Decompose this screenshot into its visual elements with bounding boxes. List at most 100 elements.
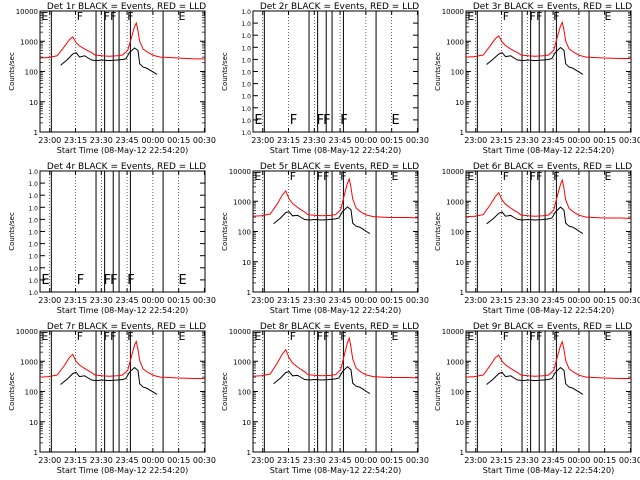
x-tick-label: 00:15: [593, 456, 616, 465]
x-tick-label: 00:30: [406, 296, 429, 305]
series-events: [486, 206, 584, 235]
x-tick-label: 23:15: [490, 136, 513, 145]
y-tick-label: 10000: [16, 8, 38, 16]
x-tick-label: 23:45: [542, 136, 565, 145]
axes-box: [39, 10, 206, 133]
y-tick-label: 1.0: [241, 118, 251, 125]
flag-letter: E: [41, 273, 49, 288]
y-tick-label: 1.0: [28, 266, 38, 273]
y-tick-label: 1.0: [28, 217, 38, 224]
panel-title: Det 9r BLACK = Events, RED = LLD: [473, 322, 632, 332]
y-tick-label: 1.0: [241, 33, 251, 40]
series-lld: [465, 340, 631, 379]
flag-letter: F: [317, 330, 323, 343]
axes-box: [465, 330, 632, 453]
x-axis-label: Start Time (08-May-12 22:54:20): [57, 306, 188, 315]
x-tick-label: 00:30: [406, 136, 429, 145]
y-tick-label: 1.0: [28, 193, 38, 200]
x-tick-label: 00:00: [354, 456, 377, 465]
x-tick-label: 00:15: [593, 136, 616, 145]
x-tick-label: 00:15: [593, 296, 616, 305]
flag-letter: F: [323, 113, 330, 128]
x-axis-label: Start Time (08-May-12 22:54:20): [270, 306, 401, 315]
y-tick-label: 10: [242, 419, 251, 427]
y-tick-label: 100: [451, 229, 464, 237]
y-tick-label: 1: [247, 449, 251, 457]
y-tick-label: 1.0: [28, 290, 38, 297]
y-tick-label: 1: [460, 129, 464, 137]
flag-letter: E: [179, 330, 186, 343]
y-tick-label: 1000: [446, 198, 464, 206]
y-tick-label: 1: [247, 289, 251, 297]
x-tick-label: 23:15: [64, 296, 87, 305]
x-tick-label: 00:00: [354, 296, 377, 305]
x-tick-label: 23:30: [303, 296, 326, 305]
axes-box: [39, 330, 206, 453]
x-tick-label: 23:45: [116, 136, 139, 145]
x-tick-label: 23:00: [38, 296, 61, 305]
x-axis-label: Start Time (08-May-12 22:54:20): [57, 466, 188, 475]
x-tick-label: 23:00: [251, 136, 274, 145]
y-tick-label: 100: [238, 389, 251, 397]
flag-letter: F: [340, 113, 347, 128]
flag-letter: E: [605, 170, 612, 183]
y-tick-label: 10000: [442, 168, 464, 176]
x-tick-label: 00:00: [141, 296, 164, 305]
axes-box: [465, 170, 632, 293]
x-tick-label: 00:15: [380, 296, 403, 305]
x-tick-label: 00:00: [141, 456, 164, 465]
y-tick-label: 10: [455, 419, 464, 427]
flag-letter: F: [104, 330, 110, 343]
x-tick-label: 23:30: [516, 296, 539, 305]
flag-letter: F: [530, 10, 536, 23]
x-tick-label: 23:45: [329, 136, 352, 145]
y-tick-label: 10: [242, 259, 251, 267]
y-tick-label: 100: [25, 389, 38, 397]
y-tick-label: 1000: [20, 38, 38, 46]
flag-letter: F: [290, 113, 297, 128]
flag-letter: E: [392, 330, 399, 343]
x-tick-label: 23:45: [116, 456, 139, 465]
flag-letter: F: [323, 330, 329, 343]
series-lld: [252, 336, 419, 379]
y-tick-label: 1.0: [241, 9, 251, 16]
panel-title: Det 3r BLACK = Events, RED = LLD: [473, 2, 632, 12]
x-tick-label: 23:30: [516, 136, 539, 145]
x-tick-label: 23:30: [90, 136, 113, 145]
axes-box: [252, 170, 419, 293]
y-axis-label: Counts/sec: [434, 212, 442, 251]
x-tick-label: 23:00: [464, 296, 487, 305]
x-tick-label: 00:00: [567, 296, 590, 305]
x-tick-label: 23:45: [542, 296, 565, 305]
series-events: [273, 366, 371, 395]
panel-title: Det 6r BLACK = Events, RED = LLD: [473, 162, 632, 172]
y-tick-label: 1.0: [241, 45, 251, 52]
x-tick-label: 23:15: [490, 296, 513, 305]
series-events: [486, 366, 584, 395]
flag-letter: E: [467, 170, 474, 183]
x-tick-label: 23:15: [64, 136, 87, 145]
flag-letter: E: [254, 330, 261, 343]
flag-letter: F: [104, 10, 110, 23]
y-tick-label: 1000: [233, 198, 251, 206]
flag-letter: E: [467, 330, 474, 343]
x-tick-label: 00:00: [567, 456, 590, 465]
x-tick-label: 23:15: [64, 456, 87, 465]
x-axis-label: Start Time (08-May-12 22:54:20): [270, 466, 401, 475]
x-tick-label: 23:45: [329, 456, 352, 465]
y-tick-label: 1000: [233, 358, 251, 366]
x-tick-label: 23:15: [277, 296, 300, 305]
x-tick-label: 23:00: [251, 456, 274, 465]
y-tick-label: 10: [455, 99, 464, 107]
x-tick-label: 00:30: [193, 296, 216, 305]
x-tick-label: 00:15: [167, 456, 190, 465]
flag-letter: E: [392, 170, 399, 183]
x-tick-label: 23:30: [90, 296, 113, 305]
y-tick-label: 1.0: [28, 181, 38, 188]
y-axis-label: Counts/sec: [8, 372, 16, 411]
y-tick-label: 1.0: [241, 130, 251, 137]
y-tick-label: 1: [34, 449, 38, 457]
series-events: [486, 46, 584, 75]
